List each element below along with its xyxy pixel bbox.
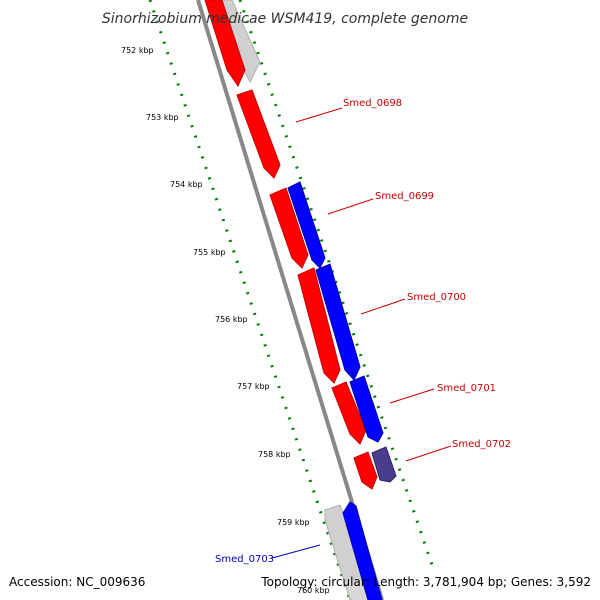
gene-label-smed-0700[interactable]: Smed_0700 bbox=[407, 292, 466, 303]
gene-label-smed-0702[interactable]: Smed_0702 bbox=[452, 439, 511, 450]
tick-label: 752 kbp bbox=[121, 46, 154, 55]
leader-line-smed-0702 bbox=[405, 445, 452, 462]
outer-tick-guide bbox=[238, 0, 434, 566]
tick-label: 759 kbp bbox=[277, 518, 310, 527]
leader-line-smed-0703 bbox=[271, 544, 321, 559]
gene-segment-neighbor-bottom-2[interactable] bbox=[345, 580, 368, 600]
gene-label-smed-0703[interactable]: Smed_0703 bbox=[215, 554, 274, 565]
leader-line-smed-0699 bbox=[327, 198, 374, 215]
gene-label-smed-0701[interactable]: Smed_0701 bbox=[437, 383, 496, 394]
genome-summary-text: Topology: circular; Length: 3,781,904 bp… bbox=[261, 575, 591, 589]
leader-line-smed-0701 bbox=[389, 388, 435, 404]
map-title: Sinorhizobium medicae WSM419, complete g… bbox=[102, 11, 468, 27]
gene-segment-smed-0699[interactable] bbox=[269, 187, 309, 269]
leader-line-smed-0700 bbox=[360, 298, 406, 315]
gene-segment-neighbor-bottom-1[interactable] bbox=[324, 504, 371, 600]
gene-segment-smed-0703[interactable] bbox=[342, 501, 383, 600]
gene-segment-smed-0698[interactable] bbox=[236, 89, 281, 179]
tick-label: 758 kbp bbox=[258, 450, 291, 459]
gene-segment-blue-1[interactable] bbox=[287, 181, 326, 269]
genome-backbone bbox=[196, 0, 384, 600]
leader-line-smed-0698 bbox=[295, 107, 343, 123]
gene-label-smed-0698[interactable]: Smed_0698 bbox=[343, 98, 402, 109]
accession-text: Accession: NC_009636 bbox=[9, 575, 146, 589]
tick-label: 756 kbp bbox=[215, 315, 248, 324]
gene-segment-blue-2[interactable] bbox=[315, 263, 361, 381]
gene-segment-smed-0701[interactable] bbox=[331, 381, 367, 445]
tick-label: 757 kbp bbox=[237, 382, 270, 391]
gene-label-smed-0699[interactable]: Smed_0699 bbox=[375, 191, 434, 202]
tick-label: 755 kbp bbox=[193, 248, 226, 257]
gene-segment-top-0[interactable] bbox=[204, 0, 246, 88]
gene-segment-blue-3[interactable] bbox=[349, 375, 384, 443]
gene-segment-purple[interactable] bbox=[371, 446, 397, 483]
tick-label: 754 kbp bbox=[170, 180, 203, 189]
tick-label: 760 kbp bbox=[297, 586, 330, 595]
tick-label: 753 kbp bbox=[146, 113, 179, 122]
gene-segment-smed-0702[interactable] bbox=[353, 451, 378, 490]
gene-segment-smed-0700[interactable] bbox=[297, 267, 341, 384]
